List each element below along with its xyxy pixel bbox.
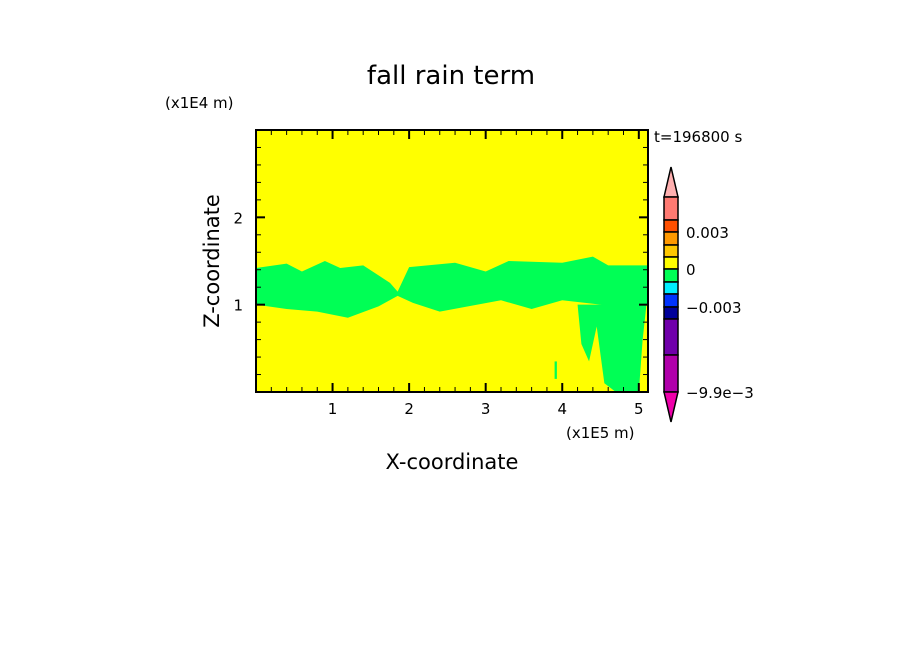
plot-frame (255, 129, 649, 393)
x-tick-label: 5 (634, 400, 644, 418)
colorbar-level (663, 231, 679, 246)
colorbar-level (663, 219, 679, 233)
colorbar-level (663, 293, 679, 308)
colorbar-level (663, 268, 679, 283)
x-tick-label: 3 (481, 400, 491, 418)
y-axis-label: Z-coordinate (200, 194, 224, 328)
x-axis-label: X-coordinate (386, 450, 519, 474)
colorbar-extend-bottom (663, 391, 679, 423)
time-label: t=196800 s (654, 128, 742, 146)
colorbar-level (663, 244, 679, 258)
plot-area: 1 2 3 4 5 1 2 (233, 129, 649, 418)
colorbar-label: 0 (686, 261, 696, 279)
colorbar-level (663, 196, 679, 221)
colorbar-level (663, 354, 679, 393)
colorbar-label: 0.003 (686, 224, 729, 242)
colorbar: 0.003 0 −0.003 −9.9e−3 (663, 166, 754, 423)
y-tick-label: 1 (233, 297, 243, 315)
colorbar-extend-top (663, 166, 679, 198)
colorbar-level (663, 256, 679, 270)
field-region-0 (256, 256, 648, 318)
x-tick-label: 1 (328, 400, 338, 418)
colorbar-level (663, 306, 679, 320)
colorbar-level (663, 318, 679, 356)
y-unit-label: (x1E4 m) (165, 94, 234, 112)
chart-title: fall rain term (367, 61, 535, 91)
field-region-1 (577, 304, 647, 392)
colorbar-label: −9.9e−3 (686, 384, 754, 402)
x-tick-label: 2 (404, 400, 414, 418)
x-tick-label: 4 (557, 400, 567, 418)
colorbar-level (663, 281, 679, 295)
colorbar-label: −0.003 (686, 299, 742, 317)
x-unit-label: (x1E5 m) (566, 424, 635, 442)
y-tick-label: 2 (233, 209, 243, 227)
field-region-2 (554, 361, 557, 379)
